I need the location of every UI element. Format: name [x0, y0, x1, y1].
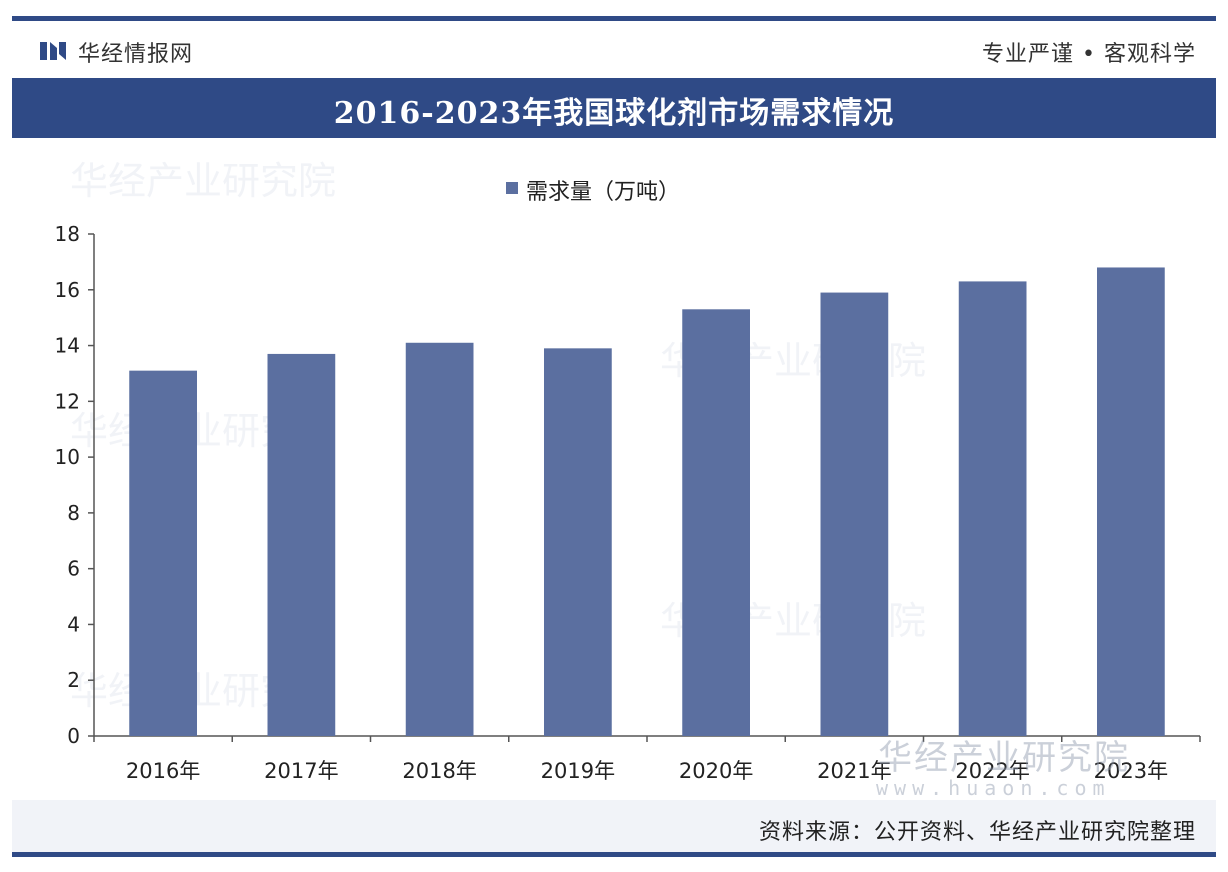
- x-tick-label: 2023年: [1094, 759, 1168, 783]
- bar: [958, 281, 1027, 736]
- y-tick-label: 16: [55, 278, 80, 302]
- bottom-rule: [12, 852, 1216, 857]
- legend-label: 需求量（万吨）: [526, 180, 681, 205]
- bar: [405, 342, 474, 736]
- x-tick-label: 2022年: [955, 759, 1029, 783]
- watermark-brand: 华经产业研究院: [878, 738, 1130, 778]
- bar: [267, 353, 336, 736]
- y-tick-label: 12: [55, 389, 80, 413]
- x-tick-label: 2020年: [679, 759, 753, 783]
- y-tick-label: 4: [67, 612, 80, 636]
- header: 华经情报网 专业严谨 • 客观科学: [12, 24, 1216, 72]
- bar: [1097, 267, 1165, 736]
- x-tick-label: 2018年: [402, 759, 476, 783]
- bar: [682, 309, 750, 736]
- source-note: 资料来源：公开资料、华经产业研究院整理: [758, 820, 1196, 845]
- slogan: 专业严谨 • 客观科学: [982, 42, 1196, 67]
- y-tick-label: 18: [55, 222, 80, 246]
- bar: [129, 370, 197, 736]
- y-tick-label: 8: [67, 501, 80, 525]
- x-tick-label: 2016年: [126, 759, 200, 783]
- x-tick-label: 2017年: [264, 759, 338, 783]
- legend-swatch: [506, 182, 518, 194]
- y-tick-label: 6: [67, 557, 80, 581]
- y-tick-label: 14: [55, 334, 80, 358]
- bar: [820, 292, 889, 736]
- y-tick-label: 0: [67, 724, 80, 748]
- title-bar: 2016-2023年我国球化剂市场需求情况: [12, 78, 1216, 138]
- watermark-url: www.huaon.com: [876, 776, 1111, 800]
- source-bar: 资料来源：公开资料、华经产业研究院整理: [12, 800, 1216, 856]
- brand-name: 华经情报网: [78, 42, 194, 67]
- logo-icon: [40, 42, 66, 60]
- y-tick-label: 10: [55, 445, 80, 469]
- y-tick-label: 2: [67, 668, 80, 692]
- chart-title: 2016-2023年我国球化剂市场需求情况: [333, 96, 895, 131]
- x-tick-label: 2019年: [541, 759, 615, 783]
- bar: [544, 348, 612, 736]
- top-rule: [12, 16, 1216, 21]
- x-tick-label: 2021年: [817, 759, 891, 783]
